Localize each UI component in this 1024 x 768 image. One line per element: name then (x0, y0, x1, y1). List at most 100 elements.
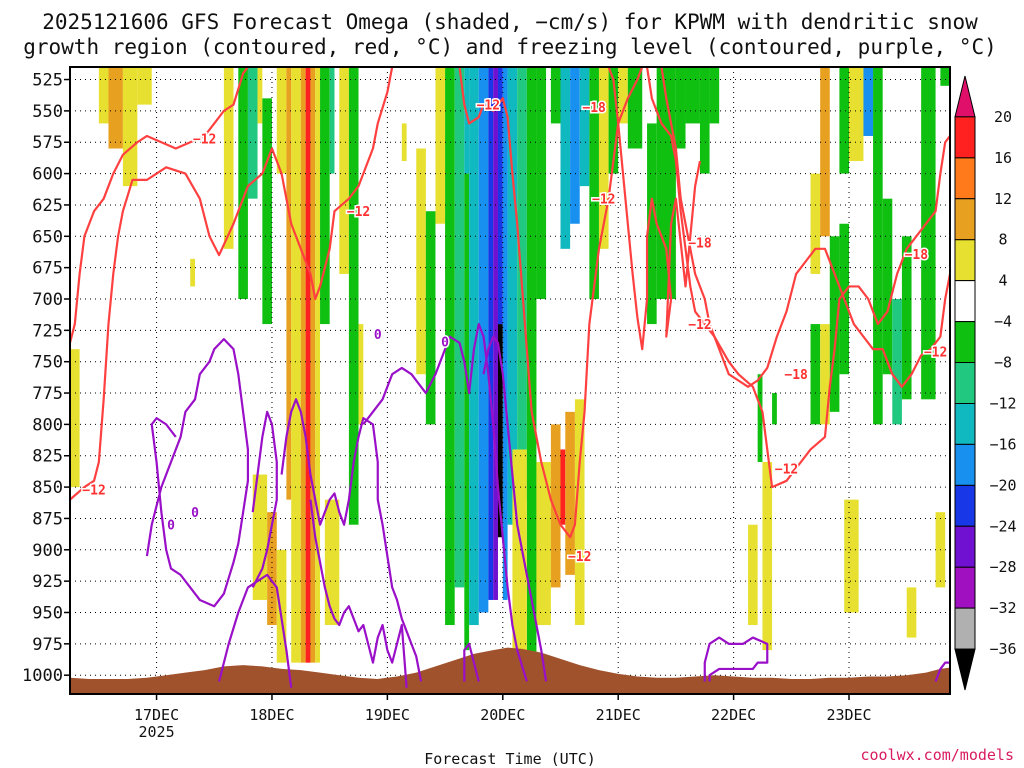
y-tick-label: 900 (32, 541, 63, 561)
omega-cell (454, 67, 465, 588)
omega-cell (839, 67, 850, 174)
omega-cell (497, 324, 503, 538)
colorbar-label: −8 (994, 354, 1012, 372)
freezing-level-contour-line (463, 642, 480, 682)
omega-cell (536, 462, 551, 626)
omega-cell (570, 67, 580, 224)
omega-cell (550, 424, 561, 588)
y-tick-label: 975 (32, 635, 63, 655)
omega-cell (598, 67, 609, 249)
omega-cell (464, 173, 470, 651)
x-tick-label: 18DEC (249, 706, 294, 724)
omega-cell (762, 462, 773, 651)
omega-cell (873, 67, 883, 425)
colorbar-segment (954, 75, 976, 118)
freezing-level-contour-line (280, 398, 423, 682)
omega-cell (748, 524, 758, 626)
x-tick-label: 17DEC (134, 706, 179, 724)
dgz-contour-label: −18 (688, 237, 712, 252)
colorbar-label: −4 (994, 313, 1012, 331)
omega-cell (286, 67, 292, 500)
omega-cell (276, 67, 287, 174)
omega-cell (305, 67, 311, 663)
colorbar-label: 16 (994, 149, 1012, 167)
dgz-contour-line (68, 66, 249, 344)
dgz-contour-line (645, 66, 951, 489)
omega-cell (464, 67, 470, 174)
colorbar-segment (954, 443, 976, 486)
dgz-contour-label: −12 (568, 550, 591, 565)
omega-cell (291, 67, 301, 663)
colorbar-segment (954, 648, 976, 691)
y-tick-label: 850 (32, 478, 63, 498)
omega-cell (921, 67, 936, 400)
y-tick-label: 875 (32, 509, 63, 529)
dgz-contour-label: −12 (477, 99, 500, 114)
omega-cell (315, 67, 321, 663)
y-tick-label: 525 (32, 71, 63, 91)
omega-cell (757, 374, 763, 463)
y-tick-label: 600 (32, 165, 63, 185)
colorbar-segment (954, 321, 976, 364)
colorbar-segment (954, 566, 976, 609)
freezing-level-contour-line (218, 573, 293, 688)
freezing-level-contour-line (934, 661, 950, 682)
x-tick-sublabel: 2025 (138, 723, 174, 741)
credit-text: coolwx.com/models (860, 746, 1014, 764)
x-tick-label: 23DEC (826, 706, 871, 724)
dgz-contour-line (458, 66, 644, 539)
dgz-contour-label: −12 (82, 484, 105, 499)
chart-title-line-2: growth region (contoured, red, °C) and f… (23, 35, 997, 59)
omega-cell (108, 67, 123, 149)
colorbar-label: −24 (989, 517, 1016, 535)
y-tick-label: 925 (32, 572, 63, 592)
colorbar-segment (954, 239, 976, 282)
colorbar-segment (954, 198, 976, 241)
omega-cell (247, 67, 258, 199)
omega-cell (560, 449, 566, 525)
colorbar-segment (954, 116, 976, 159)
omega-cell (536, 67, 547, 299)
omega-cell (358, 324, 364, 425)
freezing-level-contour-line (362, 322, 528, 682)
y-tick-label: 700 (32, 290, 63, 310)
omega-cell (223, 67, 234, 249)
y-tick-label: 775 (32, 384, 63, 404)
colorbar-segment (954, 402, 976, 445)
dgz-contour-label: −12 (775, 462, 798, 477)
dgz-contour-label: −12 (592, 193, 615, 208)
omega-cell (493, 67, 498, 600)
omega-cell (675, 67, 686, 149)
omega-cell (507, 67, 518, 525)
omega-cell (300, 67, 306, 663)
colorbar-label: 4 (998, 272, 1007, 290)
dgz-contour-label: −18 (905, 248, 929, 263)
freezing-level-label: 0 (167, 519, 175, 534)
omega-cell (901, 236, 912, 400)
plot-frame (69, 66, 951, 695)
omega-cell (348, 67, 359, 525)
colorbar-segment (954, 607, 976, 650)
omega-cell (339, 67, 349, 274)
omega-cell (122, 67, 138, 187)
omega-cell (810, 173, 821, 274)
omega-cell (560, 67, 571, 249)
colorbar-label: −12 (989, 394, 1016, 412)
chart-title-line-1: 2025121606 GFS Forecast Omega (shaded, −… (42, 10, 978, 34)
colorbar-label: −20 (989, 476, 1016, 494)
colorbar-segment (954, 484, 976, 527)
colorbar-label: −28 (989, 558, 1016, 576)
omega-cell (810, 324, 821, 425)
omega-cell (589, 67, 599, 299)
omega-cell (329, 67, 335, 174)
omega-cell (849, 67, 864, 162)
omega-cell (550, 67, 561, 124)
freezing-level-contour-line (145, 338, 250, 608)
y-tick-label: 1000 (22, 666, 63, 686)
omega-cell (310, 67, 316, 663)
omega-cell (699, 67, 710, 174)
freezing-level-contour-line (309, 499, 408, 688)
omega-cell (435, 67, 446, 224)
